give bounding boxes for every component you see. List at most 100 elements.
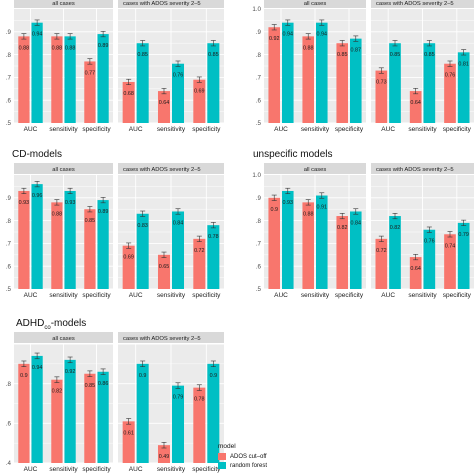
y-tick-label: 1.0 xyxy=(252,172,261,179)
bar-ados xyxy=(268,197,280,289)
bar-rf xyxy=(457,52,470,123)
facet-strip xyxy=(118,0,224,8)
bar-rf xyxy=(457,222,470,289)
bar-rf xyxy=(423,229,436,289)
legend-key-ados xyxy=(218,453,226,460)
data-label: 0.85 xyxy=(85,383,96,389)
x-tick-label: specificity xyxy=(335,126,364,133)
data-label: 0.89 xyxy=(98,43,109,49)
legend-label-ados: ADOS cut–off xyxy=(230,453,267,460)
x-tick-label: sensitivity xyxy=(49,466,78,473)
bar-ados xyxy=(122,421,135,463)
facet-strip xyxy=(14,0,113,8)
data-label: 0.85 xyxy=(337,52,348,58)
bar-rf xyxy=(316,195,328,289)
x-tick-label: sensitivity xyxy=(49,126,78,133)
bar-ados xyxy=(157,254,170,289)
x-tick-label: AUC xyxy=(274,126,288,133)
bar-ados xyxy=(193,387,206,463)
x-tick-label: sensitivity xyxy=(157,292,186,299)
data-label: 0.9 xyxy=(210,373,218,379)
bar-ados xyxy=(375,70,388,123)
bar-ados xyxy=(84,61,96,123)
legend-item-ados: ADOS cut–off xyxy=(218,452,267,461)
data-label: 0.88 xyxy=(52,211,63,217)
data-label: 0.73 xyxy=(376,80,387,86)
y-tick-label: .8 xyxy=(256,218,262,225)
bar-rf xyxy=(389,43,401,124)
y-tick-label: .7 xyxy=(6,241,12,248)
data-label: 0.64 xyxy=(410,266,421,272)
data-label: 0.74 xyxy=(445,243,456,249)
x-tick-label: AUC xyxy=(381,292,395,299)
y-tick-label: .6 xyxy=(6,263,12,270)
bar-ados xyxy=(157,445,170,463)
bar-ados xyxy=(444,234,456,289)
x-tick-label: sensitivity xyxy=(408,292,437,299)
x-tick-label: specificity xyxy=(192,292,221,299)
y-tick-label: .9 xyxy=(256,29,262,36)
bar-rf xyxy=(64,359,76,463)
data-label: 0.76 xyxy=(445,73,456,79)
bar-rf xyxy=(31,22,43,123)
bar-ados xyxy=(193,238,206,289)
bar-rf xyxy=(97,34,109,123)
facet-strip xyxy=(118,332,224,343)
bar-rf xyxy=(282,190,294,289)
bar-rf xyxy=(97,371,109,463)
x-tick-label: sensitivity xyxy=(301,126,330,133)
data-label: 0.82 xyxy=(337,225,348,231)
x-tick-label: AUC xyxy=(24,466,38,473)
facet-strip-label: all cases xyxy=(52,1,75,7)
bar-ados xyxy=(302,202,314,289)
data-label: 0.88 xyxy=(303,45,314,51)
bar-rf xyxy=(172,63,185,123)
bar-rf xyxy=(31,355,43,463)
data-label: 0.92 xyxy=(269,36,280,42)
y-tick-label: .4 xyxy=(6,460,12,467)
y-tick-label: .6 xyxy=(256,97,262,104)
facet-strip-label: cases with ADOS severity 2–5 xyxy=(123,1,201,7)
x-tick-label: sensitivity xyxy=(49,292,78,299)
bar-rf xyxy=(136,363,149,463)
x-tick-label: AUC xyxy=(274,292,288,299)
bar-rf xyxy=(207,225,220,289)
x-tick-label: specificity xyxy=(443,292,472,299)
y-tick-label: .9 xyxy=(256,195,262,202)
bar-ados xyxy=(336,43,348,124)
data-label: 0.88 xyxy=(65,45,76,51)
data-label: 0.85 xyxy=(137,52,148,58)
x-tick-label: specificity xyxy=(192,126,221,133)
data-label: 0.61 xyxy=(123,430,134,436)
data-label: 0.88 xyxy=(303,211,314,217)
bar-ados xyxy=(193,79,206,123)
data-label: 0.78 xyxy=(208,234,219,240)
x-tick-label: specificity xyxy=(82,292,111,299)
chart-adhd: .4 .6 .8 all cases 0.9 0.94 AUC 0.82 0.92 sensiti… xyxy=(6,332,224,473)
facet-strip-label: all cases xyxy=(52,167,75,173)
x-tick-label: sensitivity xyxy=(157,466,186,473)
bar-rf xyxy=(64,190,76,289)
y-tick-label: .6 xyxy=(256,263,262,270)
y-tick-label: .5 xyxy=(6,286,12,293)
bar-rf xyxy=(207,43,220,124)
data-label: 0.81 xyxy=(458,61,469,67)
x-tick-label: sensitivity xyxy=(301,292,330,299)
bar-ados xyxy=(51,379,63,463)
bar-rf xyxy=(172,385,185,463)
cd-models-title: CD-models xyxy=(12,149,63,160)
x-tick-label: sensitivity xyxy=(408,126,437,133)
data-label: 0.72 xyxy=(376,248,387,254)
data-label: 0.85 xyxy=(390,52,401,58)
y-tick-label: .8 xyxy=(6,218,12,225)
data-label: 0.49 xyxy=(159,454,170,460)
facet-strip-label: cases with ADOS severity 2–5 xyxy=(123,167,201,173)
data-label: 0.85 xyxy=(208,52,219,58)
x-tick-label: AUC xyxy=(129,292,143,299)
data-label: 0.84 xyxy=(351,220,362,226)
y-tick-label: .7 xyxy=(256,75,262,82)
legend-key-rf xyxy=(218,462,226,469)
chart-unspecific: .5 .6 .7 .8 .9 1.0 all cases 0.9 0.93 AUC 0.880.91… xyxy=(252,163,474,299)
y-tick-label: .6 xyxy=(6,97,12,104)
